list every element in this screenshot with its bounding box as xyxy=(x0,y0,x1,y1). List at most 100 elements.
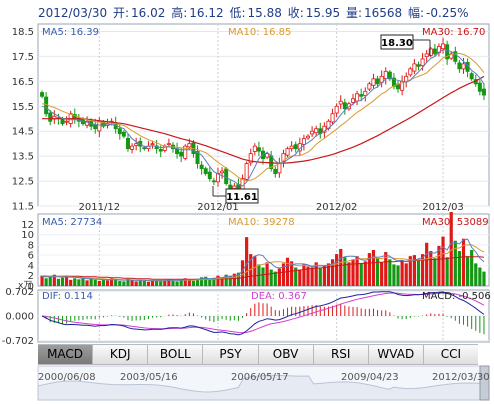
price-x-tick-label: 2012/02 xyxy=(316,202,358,213)
volume-bar xyxy=(326,263,331,286)
volume-bar xyxy=(187,279,191,286)
tab-kdj[interactable]: KDJ xyxy=(93,345,149,364)
volume-bar xyxy=(216,275,220,286)
candle-body xyxy=(273,168,278,174)
volume-label: 量: xyxy=(345,6,362,20)
price-y-tick-label: 12.5 xyxy=(12,177,34,188)
candle-body xyxy=(371,78,376,86)
candle-body xyxy=(306,135,311,139)
volume-bar xyxy=(281,263,286,286)
candle-body xyxy=(281,153,286,162)
candle-body xyxy=(338,100,343,105)
candle-body xyxy=(211,180,216,183)
volume-bar xyxy=(150,280,155,286)
volume-bar xyxy=(347,262,351,286)
macd-layer xyxy=(41,291,485,336)
timeline-label: 2009/04/23 xyxy=(341,372,399,383)
price-ma5-line xyxy=(41,48,485,187)
volume-bar xyxy=(404,263,408,286)
volume-bar xyxy=(339,248,343,286)
candle-body xyxy=(441,43,446,50)
candle-body xyxy=(166,143,171,146)
macd-dif-label: DIF: 0.114 xyxy=(42,291,93,302)
change-label: 幅: xyxy=(408,6,425,20)
volume-bar xyxy=(200,277,204,286)
volume-bar xyxy=(245,237,249,286)
tab-psy[interactable]: PSY xyxy=(203,345,259,364)
tab-macd[interactable]: MACD xyxy=(38,345,94,364)
timeline-label: 2003/05/16 xyxy=(120,372,178,383)
price-panel-frame xyxy=(37,23,490,207)
volume-y-tick-label: 6 xyxy=(28,251,34,262)
candle-body xyxy=(158,149,163,152)
candle-body xyxy=(457,62,462,70)
volume-bar xyxy=(130,280,134,286)
macd-y-tick-label: -0.702 xyxy=(2,336,34,347)
candle-body xyxy=(125,138,130,150)
low-callout-value: 11.61 xyxy=(226,192,258,203)
volume-bar xyxy=(64,275,69,286)
candle-body xyxy=(93,124,98,130)
candle-body xyxy=(256,147,261,152)
volume-bar xyxy=(73,278,77,286)
volume-bar xyxy=(195,278,200,286)
candle-body xyxy=(248,153,253,164)
volume-bar xyxy=(482,271,486,286)
candle-body xyxy=(428,48,433,56)
volume-bar xyxy=(433,258,437,286)
volume-bar xyxy=(375,258,380,286)
timeline-range-handle[interactable] xyxy=(479,365,490,401)
timeline-label: 2000/06/08 xyxy=(38,372,96,383)
tab-rsi[interactable]: RSI xyxy=(313,345,369,364)
volume-bar xyxy=(138,279,142,286)
volume-bar xyxy=(224,274,228,286)
volume-bar xyxy=(416,259,421,286)
volume-unit-label: x万 xyxy=(18,281,32,291)
macd-dif-line xyxy=(41,291,485,336)
high-value: 16.12 xyxy=(189,6,224,20)
volume-bar xyxy=(208,279,212,286)
volume-bar xyxy=(465,256,470,286)
candle-body xyxy=(207,171,212,179)
close-label: 收: xyxy=(287,6,304,20)
candle-body xyxy=(301,138,306,145)
high-callout: 18.30 xyxy=(380,34,431,56)
volume-bar xyxy=(228,276,232,286)
timeline-overview-area xyxy=(37,374,490,401)
volume-bar xyxy=(429,251,433,286)
volume-bar xyxy=(163,279,167,286)
volume-bar xyxy=(126,278,130,286)
candle-body xyxy=(293,144,298,150)
tab-obv[interactable]: OBV xyxy=(258,345,314,364)
tab-wvad[interactable]: WVAD xyxy=(368,345,424,364)
volume-ma30-label: MA30: 53089 xyxy=(422,217,489,228)
candle-body xyxy=(142,147,147,150)
volume-bar xyxy=(118,280,122,286)
candle-body xyxy=(203,168,208,174)
macd-value-label: MACD: -0.506 xyxy=(422,291,491,302)
timeline-labels: 2000/06/08 2003/05/16 2006/05/17 2009/04/23… xyxy=(38,372,490,383)
tab-boll[interactable]: BOLL xyxy=(148,345,204,364)
volume-bar xyxy=(110,278,114,286)
tab-cci[interactable]: CCI xyxy=(423,345,478,364)
price-ma5-label: MA5: 16.39 xyxy=(42,27,99,38)
volume-bar xyxy=(355,256,359,286)
volume-bar xyxy=(384,252,388,286)
volume-bar xyxy=(179,280,183,286)
candle-body xyxy=(285,148,290,156)
volume-y-tick-label: 10 xyxy=(21,230,34,241)
volume-bar xyxy=(273,271,277,286)
volume-bar xyxy=(318,268,322,286)
candle-body xyxy=(130,145,135,150)
candle-body xyxy=(387,71,392,80)
volume-bar xyxy=(392,264,396,286)
candle-body xyxy=(228,184,233,189)
volume-bar xyxy=(420,254,425,286)
volume-bar xyxy=(85,280,89,286)
volume-y-tick-label: 12 xyxy=(21,220,34,231)
volume-bar xyxy=(425,242,429,286)
open-value: 16.02 xyxy=(131,6,166,20)
volume-bar xyxy=(277,268,281,286)
